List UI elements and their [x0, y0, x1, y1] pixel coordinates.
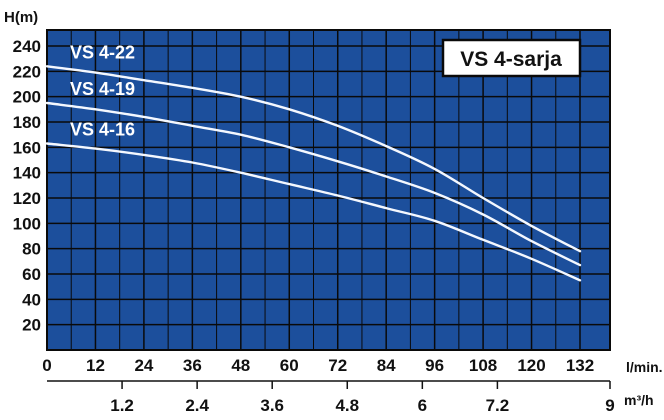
x-tick-label: 0 [42, 356, 51, 375]
plot-area [47, 30, 610, 350]
x-tick-label: 120 [517, 356, 545, 375]
x-tick-label: 24 [134, 356, 153, 375]
x-tick-label: 60 [280, 356, 299, 375]
series-line-vs-4-16 [45, 142, 582, 282]
y-tick-label: 80 [22, 240, 41, 259]
series-line-vs-4-22 [45, 65, 582, 253]
y-tick-label: 180 [13, 113, 41, 132]
y-tick-label: 40 [22, 290, 41, 309]
y-tick-label: 60 [22, 265, 41, 284]
secondary-x-tick-label: 1.2 [110, 396, 134, 415]
series-line-vs-4-19 [45, 101, 582, 267]
secondary-x-tick-label: 6 [418, 396, 427, 415]
y-axis-title: H(m) [4, 9, 38, 26]
secondary-x-tick-label: 4.8 [335, 396, 359, 415]
y-tick-label: 100 [13, 214, 41, 233]
x-axis-title: l/min. [626, 359, 663, 375]
series-label: VS 4-16 [70, 120, 135, 140]
y-tick-label: 20 [22, 316, 41, 335]
x-axis-ticks: 0 12 24 36 48 60 72 84 96 108 120 132 [42, 356, 594, 375]
y-tick-label: 220 [13, 62, 41, 81]
series-label: VS 4-22 [70, 42, 135, 62]
secondary-x-tick-label: 7.2 [486, 396, 510, 415]
y-tick-label: 200 [13, 88, 41, 107]
x-tick-label: 12 [86, 356, 105, 375]
y-tick-label: 160 [13, 138, 41, 157]
title-box: VS 4-sarja [441, 38, 582, 78]
x-tick-label: 48 [231, 356, 250, 375]
secondary-x-tick-label: 9 [605, 396, 614, 415]
plot-frame [46, 29, 611, 351]
series-lines [45, 65, 582, 282]
x-tick-label: 72 [328, 356, 347, 375]
x-tick-label: 36 [183, 356, 202, 375]
series-label: VS 4-19 [70, 79, 135, 99]
secondary-x-axis-title: m³/h [624, 392, 654, 408]
x-tick-label: 108 [469, 356, 497, 375]
title-box-background [441, 38, 582, 78]
y-tick-label: 140 [13, 164, 41, 183]
secondary-x-tick-label: 3.6 [260, 396, 284, 415]
y-tick-label: 240 [13, 37, 41, 56]
y-tick-label: 120 [13, 189, 41, 208]
x-tick-label: 132 [566, 356, 594, 375]
series-labels: VS 4-22 VS 4-19 VS 4-16 [70, 42, 135, 139]
secondary-x-axis: 1.2 2.4 3.6 4.8 6 7.2 9 [47, 380, 615, 415]
x-tick-label: 84 [377, 356, 396, 375]
y-axis-ticks: 20 40 60 80 100 120 140 160 180 200 220 240 [13, 37, 41, 335]
chart-title: VS 4-sarja [460, 48, 562, 71]
secondary-x-tick-label: 2.4 [185, 396, 209, 415]
x-tick-label: 96 [425, 356, 444, 375]
